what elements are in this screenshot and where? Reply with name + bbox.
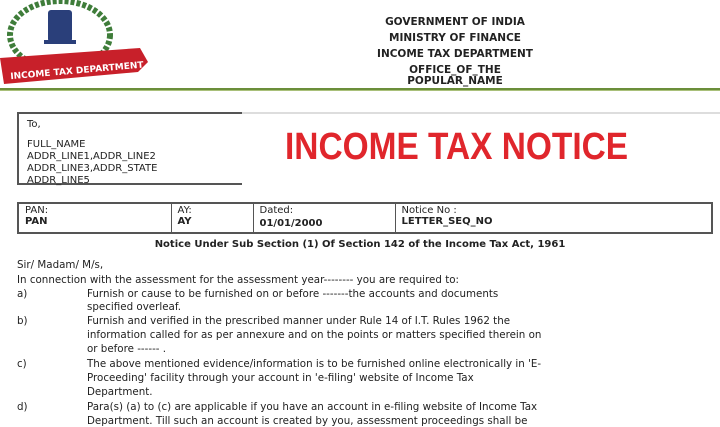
notice-heading: Notice Under Sub Section (1) Of Section …	[154, 239, 566, 250]
salutation: Sir/ Madam/ M/s,	[17, 259, 104, 271]
item-label: a)	[17, 288, 28, 300]
notice-title: INCOME TAX NOTICE	[285, 126, 629, 168]
ay-cell: AY: AY	[170, 202, 254, 234]
pan-cell: PAN: PAN	[17, 202, 172, 234]
address-line: ADDR_LINE5	[27, 175, 90, 186]
item-text: or before ------ .	[87, 343, 167, 355]
to-label: To,	[27, 119, 41, 130]
item-text: Department.	[87, 386, 153, 398]
item-text: Para(s) (a) to (c) are applicable if you…	[87, 401, 538, 413]
header-line: MINISTRY OF FINANCE	[389, 32, 521, 44]
item-text: The above mentioned evidence/information…	[87, 358, 542, 370]
item-text: Department. Till such an account is crea…	[87, 415, 528, 427]
header-line: POPULAR_NAME	[407, 75, 503, 87]
item-label: c)	[17, 358, 27, 370]
notice-no-label: Notice No :	[401, 205, 457, 216]
ay-value: AY	[177, 216, 192, 227]
dated-label: Dated:	[259, 205, 294, 216]
item-text: Furnish and verified in the prescribed m…	[87, 315, 511, 327]
pan-value: PAN	[25, 216, 48, 227]
address-line: ADDR_LINE3,ADDR_STATE	[27, 163, 158, 174]
header-divider	[0, 88, 720, 91]
intro-text: In connection with the assessment for th…	[17, 274, 459, 286]
recipient-name: FULL_NAME	[27, 139, 86, 150]
dated-value: 01/01/2000	[259, 218, 323, 229]
pan-label: PAN:	[25, 205, 49, 216]
income-tax-department-logo: INCOME TAX DEPARTMENT	[0, 0, 150, 85]
notice-no-cell: Notice No : LETTER_SEQ_NO	[394, 202, 713, 234]
item-text: information called for as per annexure a…	[87, 329, 542, 341]
item-label: b)	[17, 315, 28, 327]
address-line: ADDR_LINE1,ADDR_LINE2	[27, 151, 156, 162]
header-line: GOVERNMENT OF INDIA	[385, 16, 525, 28]
dated-cell: Dated: 01/01/2000	[252, 202, 396, 234]
divider	[242, 112, 720, 114]
ay-label: AY:	[177, 205, 192, 216]
item-text: Furnish or cause to be furnished on or b…	[87, 288, 499, 300]
item-text: Proceeding' facility through your accoun…	[87, 372, 474, 384]
item-label: d)	[17, 401, 28, 413]
header-line: INCOME TAX DEPARTMENT	[377, 48, 533, 60]
address-box: To, FULL_NAME ADDR_LINE1,ADDR_LINE2 ADDR…	[17, 112, 242, 186]
notice-no-value: LETTER_SEQ_NO	[401, 216, 493, 227]
item-text: specified overleaf.	[87, 301, 182, 313]
header-line: OFFICE_OF_THE	[409, 64, 501, 76]
info-table: PAN: PAN AY: AY Dated: 01/01/2000 Notice No…	[17, 202, 713, 234]
